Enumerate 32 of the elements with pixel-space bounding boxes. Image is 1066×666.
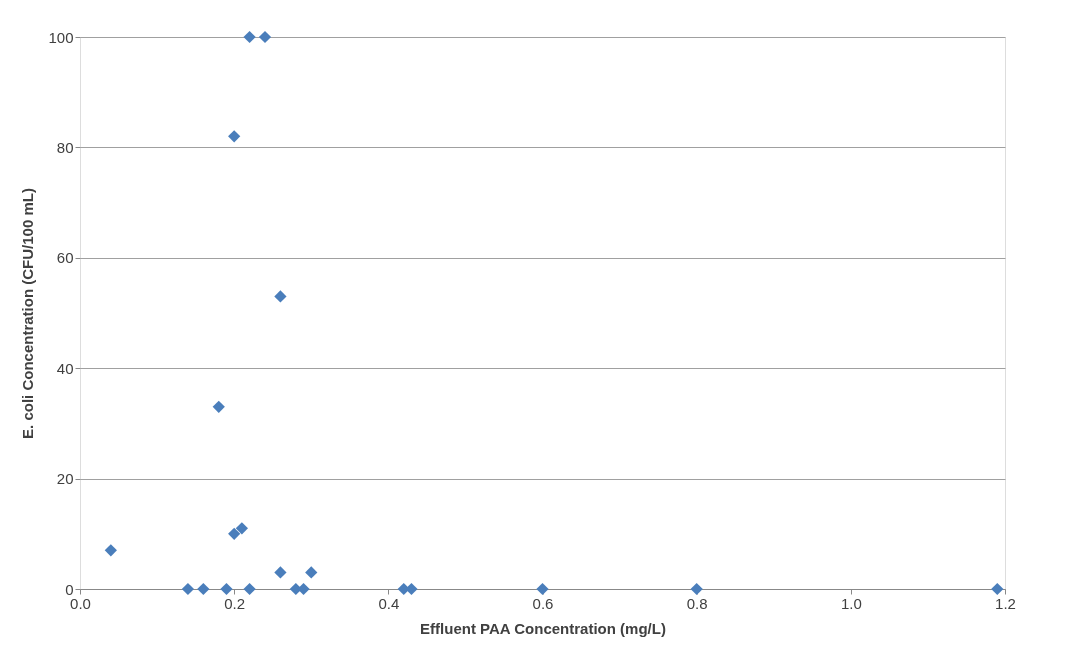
point xyxy=(297,582,310,596)
point xyxy=(258,30,272,44)
point xyxy=(536,582,549,596)
point xyxy=(104,544,117,557)
point xyxy=(228,527,241,540)
point xyxy=(274,290,287,303)
point xyxy=(405,582,418,596)
point xyxy=(274,566,287,579)
y-tick-label: 80 xyxy=(56,138,74,156)
point xyxy=(235,522,248,535)
x-tick-label: 0.8 xyxy=(686,594,708,612)
point xyxy=(181,582,195,596)
y-axis-title: E. coli Concentration (CFU/100 mL) xyxy=(19,188,37,439)
x-tick-label: 0.6 xyxy=(532,594,554,612)
y-tick-label: 60 xyxy=(56,249,74,267)
point xyxy=(228,130,241,143)
y-tick-label: 40 xyxy=(56,359,74,377)
y-tick-label: 100 xyxy=(48,28,74,46)
point xyxy=(243,582,256,596)
point xyxy=(212,400,225,413)
y-tick-label: 20 xyxy=(56,470,74,488)
x-tick-label: 1.2 xyxy=(995,594,1016,612)
x-tick-label: 0.4 xyxy=(378,594,400,612)
x-tick-label: 0.2 xyxy=(224,594,246,612)
point xyxy=(305,566,318,579)
point xyxy=(991,582,1004,596)
point xyxy=(690,582,703,596)
x-axis-title: Effluent PAA Concentration (mg/L) xyxy=(420,619,666,637)
point xyxy=(243,30,256,44)
point xyxy=(197,582,210,596)
x-tick-label: 1.0 xyxy=(840,594,862,612)
point xyxy=(220,582,233,596)
